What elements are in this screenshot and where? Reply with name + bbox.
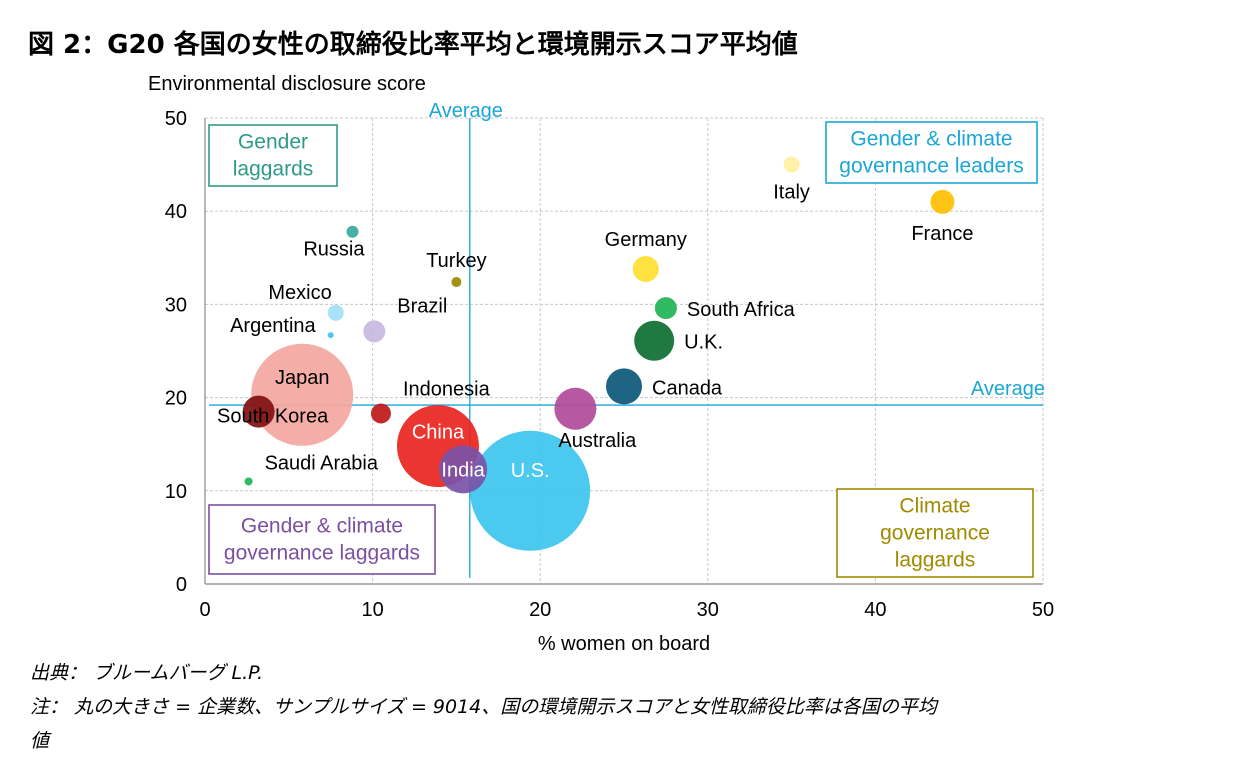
bubble-italy: [783, 156, 800, 173]
bubble-canada: [606, 368, 642, 405]
bubble-saudi-arabia: [244, 477, 253, 486]
x-tick-label: 30: [697, 599, 719, 621]
bubble-brazil: [363, 320, 386, 343]
point-label: Turkey: [426, 250, 486, 272]
point-label: Russia: [303, 239, 365, 261]
footnote-continued: 値: [30, 730, 50, 752]
quadrant-box-top-right: [825, 121, 1038, 184]
point-label: South Korea: [217, 406, 329, 428]
x-tick-label: 10: [361, 599, 383, 621]
quadrant-label: Climate: [899, 495, 970, 518]
bubble-australia: [554, 387, 597, 430]
quadrant-label: governance laggards: [224, 542, 420, 565]
source-note: 出典： ブルームバーグ L.P.: [30, 662, 264, 684]
average-x-label: Average: [429, 100, 503, 122]
quadrant-label: Gender & climate: [241, 515, 403, 538]
x-axis-title: % women on board: [538, 633, 710, 655]
point-label: Argentina: [230, 315, 316, 337]
bubble-u-s-: [470, 430, 591, 551]
point-label: France: [911, 223, 973, 245]
quadrant-box-bottom-right: [836, 488, 1034, 578]
point-label: India: [441, 459, 485, 481]
point-label: Indonesia: [403, 378, 491, 400]
point-label: Mexico: [268, 282, 331, 304]
y-tick-label: 50: [165, 108, 187, 130]
quadrant-label: governance leaders: [839, 155, 1023, 178]
x-tick-label: 20: [529, 599, 551, 621]
bubble-south-africa: [654, 297, 677, 320]
x-tick-label: 0: [199, 599, 210, 621]
bubble-japan: [251, 343, 354, 446]
quadrant-label: Gender & climate: [850, 128, 1012, 151]
point-label: U.S.: [511, 460, 550, 482]
quadrant-box-top-left: [208, 124, 338, 187]
bubble-argentina: [327, 332, 334, 339]
footnote: 注： 丸の大きさ = 企業数、サンプルサイズ = 9014、国の環境開示スコアと…: [30, 696, 937, 718]
bubble-indonesia: [370, 403, 391, 424]
point-label: China: [412, 422, 465, 444]
point-label: U.K.: [684, 332, 723, 354]
average-y-label: Average: [971, 378, 1045, 400]
quadrant-label: governance: [880, 522, 990, 545]
y-axis-title: Environmental disclosure score: [148, 73, 426, 95]
bubble-turkey: [451, 277, 462, 288]
x-tick-label: 50: [1032, 599, 1054, 621]
y-tick-label: 0: [176, 574, 187, 596]
quadrant-label: laggards: [233, 158, 314, 181]
bubble-india: [439, 445, 488, 494]
bubble-south-korea: [242, 395, 275, 428]
bubble-germany: [632, 255, 659, 282]
point-label: Brazil: [397, 295, 447, 317]
point-label: Saudi Arabia: [265, 452, 379, 474]
y-tick-label: 30: [165, 294, 187, 316]
point-label: Germany: [605, 229, 687, 251]
quadrant-box-bottom-left: [208, 504, 436, 575]
quadrant-label: Gender: [238, 131, 308, 154]
x-tick-label: 40: [864, 599, 886, 621]
page-title: 図 2：G20 各国の女性の取締役比率平均と環境開示スコア平均値: [28, 30, 798, 60]
y-tick-label: 40: [165, 201, 187, 223]
point-label: Japan: [275, 367, 330, 389]
point-label: South Africa: [687, 299, 796, 321]
bubble-russia: [346, 225, 359, 238]
y-tick-label: 10: [165, 481, 187, 503]
y-tick-label: 20: [165, 388, 187, 410]
point-label: Italy: [773, 182, 810, 204]
bubble-france: [930, 189, 955, 214]
quadrant-label: laggards: [895, 549, 976, 572]
bubble-u-k-: [634, 320, 675, 361]
bubble-mexico: [327, 304, 344, 321]
point-label: Canada: [652, 377, 723, 399]
point-label: Australia: [558, 430, 637, 452]
